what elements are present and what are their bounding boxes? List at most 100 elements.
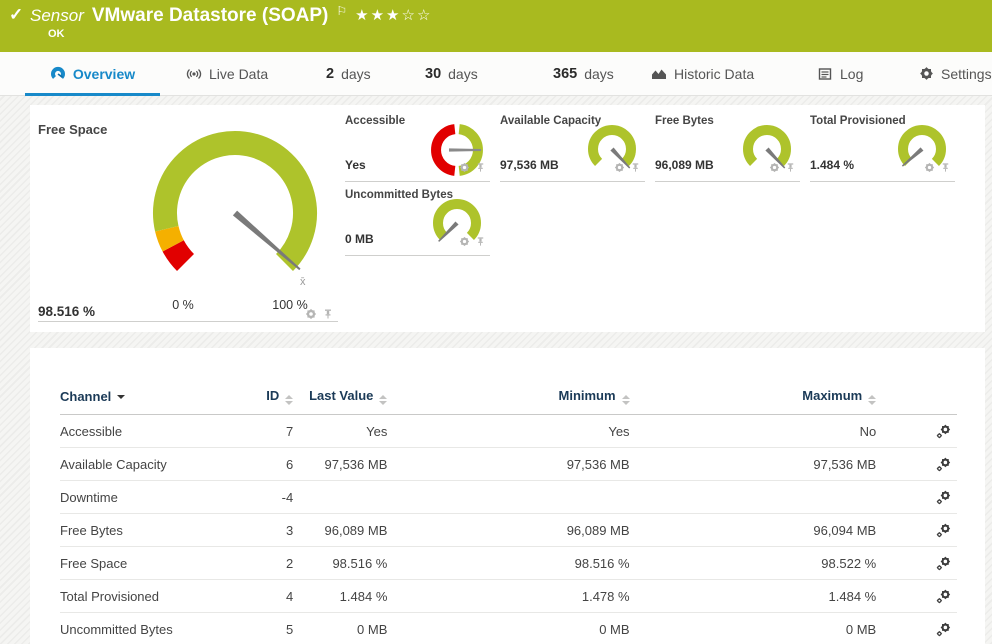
tab-label: Historic Data (674, 65, 755, 82)
cell-last-value: 1.484 % (293, 579, 388, 613)
tile-actions (924, 162, 951, 173)
column-header-id[interactable]: ID (221, 384, 294, 415)
available-capacity-gauge (588, 125, 636, 169)
gauge-value: 1.484 % (810, 158, 855, 172)
column-label: Channel (60, 389, 112, 404)
gear-icon[interactable] (459, 236, 470, 247)
gauge-scale-min: 0 % (172, 298, 194, 312)
cell-maximum: 96,094 MB (629, 513, 877, 547)
cell-last-value (293, 480, 388, 514)
priority-stars[interactable]: ★★★☆☆ (355, 7, 433, 24)
pin-icon[interactable] (785, 162, 796, 173)
tab-number: 2 (326, 65, 335, 82)
tab-settings[interactable]: Settings (919, 52, 992, 95)
cell-minimum: 96,089 MB (387, 513, 630, 547)
table-row: Available Capacity 6 97,536 MB 97,536 MB… (60, 447, 957, 481)
gear-icon[interactable] (305, 308, 317, 320)
cell-last-value: 96,089 MB (293, 513, 388, 547)
sort-icon (621, 395, 630, 405)
cell-last-value: 97,536 MB (293, 447, 388, 481)
cell-id: -4 (221, 480, 294, 514)
gauge-tile-free-bytes[interactable]: Free Bytes 96,089 MB (655, 112, 800, 182)
gear-icon[interactable] (614, 162, 625, 173)
column-header-maximum[interactable]: Maximum (629, 384, 877, 415)
cell-channel: Total Provisioned (60, 579, 222, 613)
pin-icon[interactable] (475, 162, 486, 173)
tile-actions (614, 162, 641, 173)
title-line: Sensor VMware Datastore (SOAP) ⚐ ★★★☆☆ (30, 4, 433, 27)
cell-last-value: 0 MB (293, 612, 388, 644)
table-row: Uncommitted Bytes 5 0 MB 0 MB 0 MB (60, 612, 957, 644)
column-label: Last Value (309, 388, 374, 403)
gear-icon[interactable] (459, 162, 470, 173)
log-icon (818, 67, 832, 80)
cell-id: 6 (221, 447, 294, 481)
gear-icon[interactable] (924, 162, 935, 173)
cell-channel: Uncommitted Bytes (60, 612, 222, 644)
gauge-tile-uncommitted-bytes[interactable]: Uncommitted Bytes 0 MB (345, 186, 490, 256)
cell-last-value: 98.516 % (293, 546, 388, 580)
gauge-title: Free Space (38, 122, 108, 137)
table-row: Free Space 2 98.516 % 98.516 % 98.522 % (60, 546, 957, 580)
edit-channel-icon[interactable] (936, 556, 951, 571)
cell-maximum: 98.522 % (629, 546, 877, 580)
pin-icon[interactable] (475, 236, 486, 247)
tab-number: 365 (553, 65, 578, 82)
edit-channel-icon[interactable] (936, 622, 951, 637)
gauge-needle (438, 221, 459, 242)
uncommitted-bytes-gauge (433, 199, 481, 242)
cell-minimum: 98.516 % (387, 546, 630, 580)
tab-30-days[interactable]: 30 days (425, 52, 478, 95)
tab-historic-data[interactable]: Historic Data (651, 52, 754, 95)
sort-desc-icon (117, 395, 126, 399)
pin-icon[interactable] (940, 162, 951, 173)
cell-minimum (387, 480, 630, 514)
gauge-tile-available-capacity[interactable]: Available Capacity 97,536 MB (500, 112, 645, 182)
gauge-tile-total-provisioned[interactable]: Total Provisioned 1.484 % (810, 112, 955, 182)
cell-minimum: 1.478 % (387, 579, 630, 613)
gauge-value: 97,536 MB (500, 158, 559, 172)
tab-label: Log (840, 65, 864, 82)
cell-channel: Downtime (60, 480, 222, 514)
sort-icon (379, 395, 388, 405)
tab-2-days[interactable]: 2 days (326, 52, 371, 95)
gauge-scale-max: 100 % (272, 298, 308, 312)
cell-channel: Free Bytes (60, 513, 222, 547)
cell-maximum: 1.484 % (629, 579, 877, 613)
gauge-value: 0 MB (345, 232, 374, 246)
status-badge: OK (48, 28, 65, 40)
gauge-title: Uncommitted Bytes (345, 189, 453, 201)
tab-live-data[interactable]: Live Data (186, 52, 268, 95)
pin-icon[interactable] (630, 162, 641, 173)
gauge-title: Total Provisioned (810, 115, 906, 127)
tile-actions (305, 308, 334, 320)
gauge-value: 98.516 % (38, 304, 96, 319)
average-marker: x̄ (300, 276, 306, 288)
tab-365-days[interactable]: 365 days (553, 52, 614, 95)
edit-channel-icon[interactable] (936, 490, 951, 505)
edit-channel-icon[interactable] (936, 523, 951, 538)
gear-icon[interactable] (769, 162, 780, 173)
column-header-last-value[interactable]: Last Value (293, 384, 388, 415)
favorite-flag-icon[interactable]: ⚐ (336, 4, 348, 18)
total-provisioned-gauge (898, 125, 946, 167)
gauge-needle (765, 147, 786, 169)
column-label: ID (266, 388, 280, 403)
gauge-needle (232, 210, 301, 271)
tab-overview[interactable]: Overview (25, 52, 160, 96)
column-header-channel[interactable]: Channel (60, 384, 222, 415)
table-row: Free Bytes 3 96,089 MB 96,089 MB 96,094 … (60, 513, 957, 547)
edit-channel-icon[interactable] (936, 457, 951, 472)
gauge-tile-accessible[interactable]: Accessible Yes (345, 112, 490, 182)
column-header-minimum[interactable]: Minimum (387, 384, 630, 415)
gauge-tile-free-space[interactable]: Free Space x̄ 0 % 100 % 98.516 % (38, 112, 338, 322)
edit-channel-icon[interactable] (936, 589, 951, 604)
sensor-header: ✓ Sensor VMware Datastore (SOAP) ⚐ ★★★☆☆… (0, 0, 992, 52)
cell-minimum: Yes (387, 414, 630, 448)
edit-channel-icon[interactable] (936, 424, 951, 439)
table-row: Total Provisioned 4 1.484 % 1.478 % 1.48… (60, 579, 957, 613)
column-label: Maximum (802, 388, 863, 403)
pin-icon[interactable] (322, 308, 334, 320)
tab-log[interactable]: Log (817, 52, 863, 95)
